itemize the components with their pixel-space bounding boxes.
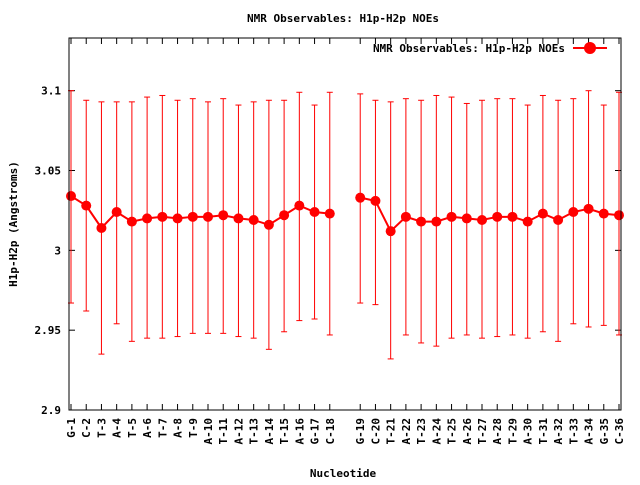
x-tick-label: T-15 xyxy=(278,418,291,445)
series-lines xyxy=(70,195,620,233)
x-tick-labels: G-1 C-2 T-3 A-4 T-5 A-6 T-7 A-8 T-9 A-10 T-11 A-12 T… xyxy=(65,418,626,445)
x-tick-marks xyxy=(70,38,620,410)
x-tick-label: C-18 xyxy=(324,418,337,445)
x-tick-label: T-9 xyxy=(187,418,200,438)
y-tick-label: 3 xyxy=(54,244,61,257)
plot-frame xyxy=(68,37,622,411)
data-point xyxy=(233,213,244,224)
x-tick-label: G-35 xyxy=(598,418,611,445)
data-points xyxy=(66,191,624,237)
x-tick-label: T-3 xyxy=(95,418,108,438)
data-point xyxy=(583,203,594,214)
data-point xyxy=(492,211,503,222)
x-tick-label: C-36 xyxy=(613,418,626,445)
data-point xyxy=(416,216,427,227)
data-point xyxy=(263,219,274,230)
x-tick-label: A-10 xyxy=(202,418,215,445)
data-point xyxy=(477,215,487,226)
data-point xyxy=(598,208,609,219)
y-tick-marks xyxy=(69,90,621,411)
x-tick-label: A-4 xyxy=(111,418,124,438)
chart-title: NMR Observables: H1p-H2p NOEs xyxy=(247,12,439,25)
x-tick-label: A-22 xyxy=(400,418,413,445)
data-point xyxy=(507,211,518,222)
x-tick-label: T-21 xyxy=(385,418,398,445)
data-point xyxy=(370,195,381,206)
data-point xyxy=(553,215,564,226)
x-tick-label: A-26 xyxy=(461,418,474,445)
y-tick-label: 2.95 xyxy=(35,324,62,337)
data-point xyxy=(172,213,183,224)
x-tick-label: A-14 xyxy=(263,418,276,445)
data-point xyxy=(81,200,92,211)
data-point xyxy=(385,226,396,237)
data-point xyxy=(111,207,122,218)
x-tick-label: T-13 xyxy=(248,418,261,445)
x-tick-label: C-20 xyxy=(369,418,382,445)
x-tick-label: T-29 xyxy=(506,418,519,445)
x-tick-label: A-12 xyxy=(232,418,245,445)
legend: NMR Observables: H1p-H2p NOEs xyxy=(373,42,607,55)
data-point xyxy=(446,211,457,222)
data-point xyxy=(279,210,290,221)
x-tick-label: T-31 xyxy=(537,418,550,445)
x-tick-label: T-7 xyxy=(156,418,169,438)
x-tick-label: A-16 xyxy=(293,418,306,445)
x-tick-label: T-27 xyxy=(476,418,489,445)
data-point xyxy=(461,213,472,224)
data-point xyxy=(187,211,198,222)
data-point xyxy=(66,191,76,202)
data-point xyxy=(126,216,137,227)
x-axis-title: Nucleotide xyxy=(310,467,377,480)
data-point xyxy=(568,207,579,218)
x-tick-label: G-1 xyxy=(65,418,78,438)
x-tick-label: A-24 xyxy=(430,418,443,445)
y-tick-label: 2.9 xyxy=(41,404,61,417)
x-tick-label: T-33 xyxy=(567,418,580,445)
data-point xyxy=(522,216,533,227)
x-tick-label: T-25 xyxy=(446,418,459,445)
x-tick-label: A-30 xyxy=(522,418,535,445)
data-point xyxy=(203,211,213,222)
x-tick-label: G-17 xyxy=(309,418,322,445)
series-line xyxy=(360,196,620,233)
series-line xyxy=(70,195,330,230)
x-tick-label: A-32 xyxy=(552,418,565,445)
data-point xyxy=(431,216,442,227)
data-point xyxy=(157,211,168,222)
x-tick-label: T-5 xyxy=(126,418,139,438)
data-point xyxy=(614,210,624,221)
y-tick-label: 3.1 xyxy=(41,85,61,98)
x-tick-label: C-2 xyxy=(80,418,93,438)
x-tick-label: A-6 xyxy=(141,418,154,438)
x-tick-label: T-11 xyxy=(217,418,230,445)
data-point xyxy=(309,207,320,218)
error-bars xyxy=(68,90,622,360)
data-point xyxy=(218,210,229,221)
data-point xyxy=(324,208,335,219)
x-tick-label: T-23 xyxy=(415,418,428,445)
x-tick-label: A-34 xyxy=(583,418,596,445)
data-point xyxy=(355,192,366,203)
x-tick-label: A-28 xyxy=(491,418,504,445)
x-tick-label: G-19 xyxy=(354,418,367,445)
x-tick-label: A-8 xyxy=(172,418,185,438)
legend-label: NMR Observables: H1p-H2p NOEs xyxy=(373,42,565,55)
y-tick-labels: 2.9 2.95 3 3.05 3.1 xyxy=(35,85,62,417)
data-point xyxy=(400,211,411,222)
data-point xyxy=(142,213,153,224)
data-point xyxy=(96,222,107,233)
data-point xyxy=(294,200,305,211)
data-point xyxy=(248,215,259,226)
y-axis-title: H1p-H2p (Angstroms) xyxy=(7,161,20,287)
y-tick-label: 3.05 xyxy=(35,165,62,178)
data-point xyxy=(537,208,548,219)
legend-marker xyxy=(584,42,596,54)
